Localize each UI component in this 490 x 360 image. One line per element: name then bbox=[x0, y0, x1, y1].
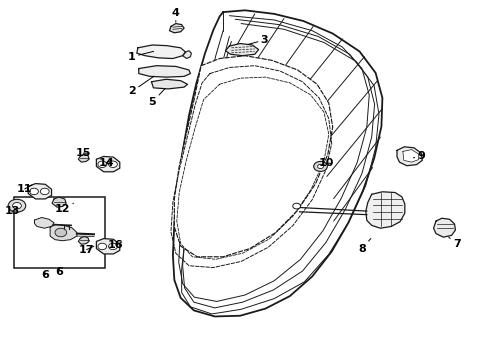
Text: 13: 13 bbox=[4, 206, 20, 216]
Polygon shape bbox=[78, 154, 89, 162]
Text: 12: 12 bbox=[54, 203, 74, 214]
Polygon shape bbox=[174, 56, 333, 257]
Circle shape bbox=[8, 199, 26, 212]
Text: 1: 1 bbox=[128, 51, 154, 62]
Circle shape bbox=[109, 161, 117, 167]
Text: 16: 16 bbox=[108, 240, 123, 250]
Text: 6: 6 bbox=[41, 270, 49, 280]
Text: 10: 10 bbox=[319, 158, 335, 168]
Text: 5: 5 bbox=[148, 89, 165, 107]
Text: 9: 9 bbox=[414, 151, 425, 161]
Polygon shape bbox=[139, 66, 191, 77]
Polygon shape bbox=[225, 44, 259, 56]
Text: 3: 3 bbox=[248, 35, 269, 45]
Circle shape bbox=[293, 203, 300, 209]
Polygon shape bbox=[50, 224, 77, 241]
Text: 2: 2 bbox=[128, 76, 154, 96]
Polygon shape bbox=[397, 147, 422, 166]
Circle shape bbox=[13, 203, 22, 209]
Text: 14: 14 bbox=[98, 158, 114, 168]
Polygon shape bbox=[434, 218, 456, 237]
Polygon shape bbox=[170, 23, 184, 33]
Circle shape bbox=[314, 161, 327, 171]
Circle shape bbox=[40, 188, 49, 195]
Polygon shape bbox=[97, 157, 120, 172]
Polygon shape bbox=[173, 10, 382, 316]
Text: 15: 15 bbox=[75, 148, 91, 158]
Text: 11: 11 bbox=[17, 184, 32, 194]
Polygon shape bbox=[151, 79, 188, 89]
Circle shape bbox=[30, 188, 38, 195]
Text: 4: 4 bbox=[172, 8, 180, 22]
Bar bbox=[14, 197, 105, 267]
Circle shape bbox=[98, 161, 107, 167]
Polygon shape bbox=[34, 217, 54, 228]
Polygon shape bbox=[97, 239, 120, 254]
Polygon shape bbox=[183, 51, 192, 59]
Circle shape bbox=[55, 228, 67, 237]
Polygon shape bbox=[52, 197, 66, 207]
Circle shape bbox=[109, 243, 117, 249]
Circle shape bbox=[98, 243, 107, 249]
Polygon shape bbox=[28, 184, 51, 199]
Text: 8: 8 bbox=[358, 239, 371, 253]
Text: 7: 7 bbox=[449, 237, 461, 249]
Text: 6: 6 bbox=[55, 267, 63, 277]
Polygon shape bbox=[78, 237, 89, 244]
Polygon shape bbox=[403, 150, 418, 162]
Polygon shape bbox=[366, 192, 405, 228]
Polygon shape bbox=[137, 45, 186, 59]
Circle shape bbox=[318, 164, 323, 168]
Text: 17: 17 bbox=[79, 245, 95, 255]
